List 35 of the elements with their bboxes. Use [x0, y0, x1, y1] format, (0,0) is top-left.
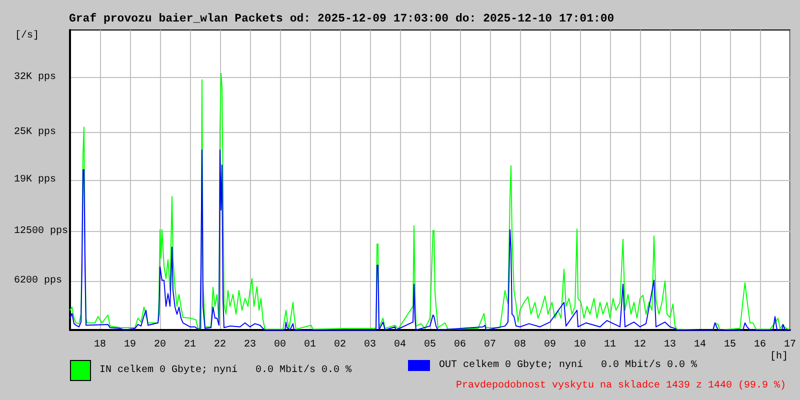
x-tick-label: 09 — [544, 340, 556, 350]
x-tick-label: 03 — [364, 340, 376, 350]
y-tick-label: 32K pps — [14, 72, 56, 83]
x-tick-label: 23 — [244, 340, 256, 350]
y-tick-label: 19K pps — [14, 174, 56, 186]
x-tick-label: 10 — [574, 340, 586, 350]
x-tick-label: 17 — [784, 340, 796, 350]
x-tick-label: 12 — [634, 340, 646, 350]
chart-title: Graf provozu baier_wlan Packets od: 2025-12-09 17:03:00 do: 2025-12-10 17:01:00 — [69, 12, 614, 26]
x-tick-label: 07 — [484, 340, 496, 350]
y-tick-label: 25K pps — [14, 127, 56, 138]
text: Pravdepodobnost vyskytu na skladce 1439 z 1440 (99.9 %) — [456, 380, 786, 392]
x-tick-label: 16 — [754, 340, 766, 350]
x-tick-label: 18 — [94, 340, 106, 350]
x-tick-label: 14 — [694, 340, 706, 350]
x-tick-label: 05 — [424, 340, 436, 350]
x-tick-label: 13 — [664, 340, 676, 350]
x-tick-label: 19 — [124, 340, 136, 350]
x-tick-label: 20 — [154, 340, 166, 350]
legend-label: OUT celkem 0 Gbyte; nyní 0.0 Mbit/s 0.0 % — [439, 359, 698, 371]
y-tick-label: 6200 pps — [14, 276, 62, 287]
x-tick-label: 00 — [274, 340, 286, 350]
x-axis-title: [h] — [770, 350, 788, 362]
y-axis-title: [/s] — [15, 30, 40, 42]
x-tick-label: 15 — [724, 340, 736, 350]
x-tick-label: 06 — [454, 340, 466, 350]
x-tick-label: 08 — [514, 340, 526, 350]
x-tick-label: 01 — [304, 340, 316, 350]
x-tick-label: 11 — [604, 340, 616, 350]
legend-label: IN celkem 0 Gbyte; nyní 0.0 Mbit/s 0.0 % — [100, 364, 352, 376]
x-tick-label: 21 — [184, 340, 196, 350]
x-tick-label: 04 — [394, 340, 406, 350]
y-tick-label: 12500 pps — [14, 226, 68, 237]
x-tick-label: 02 — [334, 340, 346, 350]
x-tick-label: 22 — [214, 340, 226, 350]
